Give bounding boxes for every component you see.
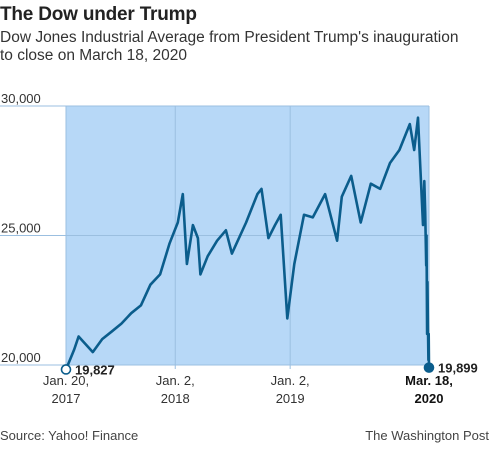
y-tick-label: 20,000 bbox=[1, 350, 41, 365]
y-tick-label: 30,000 bbox=[1, 91, 41, 106]
x-tick-label: Mar. 18, bbox=[405, 373, 453, 388]
x-tick-year: 2019 bbox=[276, 391, 305, 406]
end-value-label: 19,899 bbox=[438, 361, 478, 376]
source-note: Source: Yahoo! Finance bbox=[0, 428, 139, 443]
start-marker bbox=[60, 364, 72, 375]
x-tick-label: Jan. 2, bbox=[156, 373, 195, 388]
x-tick-year: 2017 bbox=[52, 391, 81, 406]
chart-subtitle: Dow Jones Industrial Average from Presid… bbox=[0, 29, 459, 64]
x-tick-label: Jan. 2, bbox=[271, 373, 310, 388]
start-value-label: 19,827 bbox=[75, 362, 115, 377]
chart-title: The Dow under Trump bbox=[0, 4, 197, 25]
x-tick-year: 2018 bbox=[161, 391, 190, 406]
end-marker bbox=[423, 362, 435, 373]
x-tick-label: Jan. 20, bbox=[43, 373, 89, 388]
publisher-credit: The Washington Post bbox=[365, 428, 489, 443]
y-tick-label: 25,000 bbox=[1, 221, 41, 236]
dow-series-line bbox=[64, 116, 431, 371]
x-tick-year: 2020 bbox=[415, 391, 444, 406]
